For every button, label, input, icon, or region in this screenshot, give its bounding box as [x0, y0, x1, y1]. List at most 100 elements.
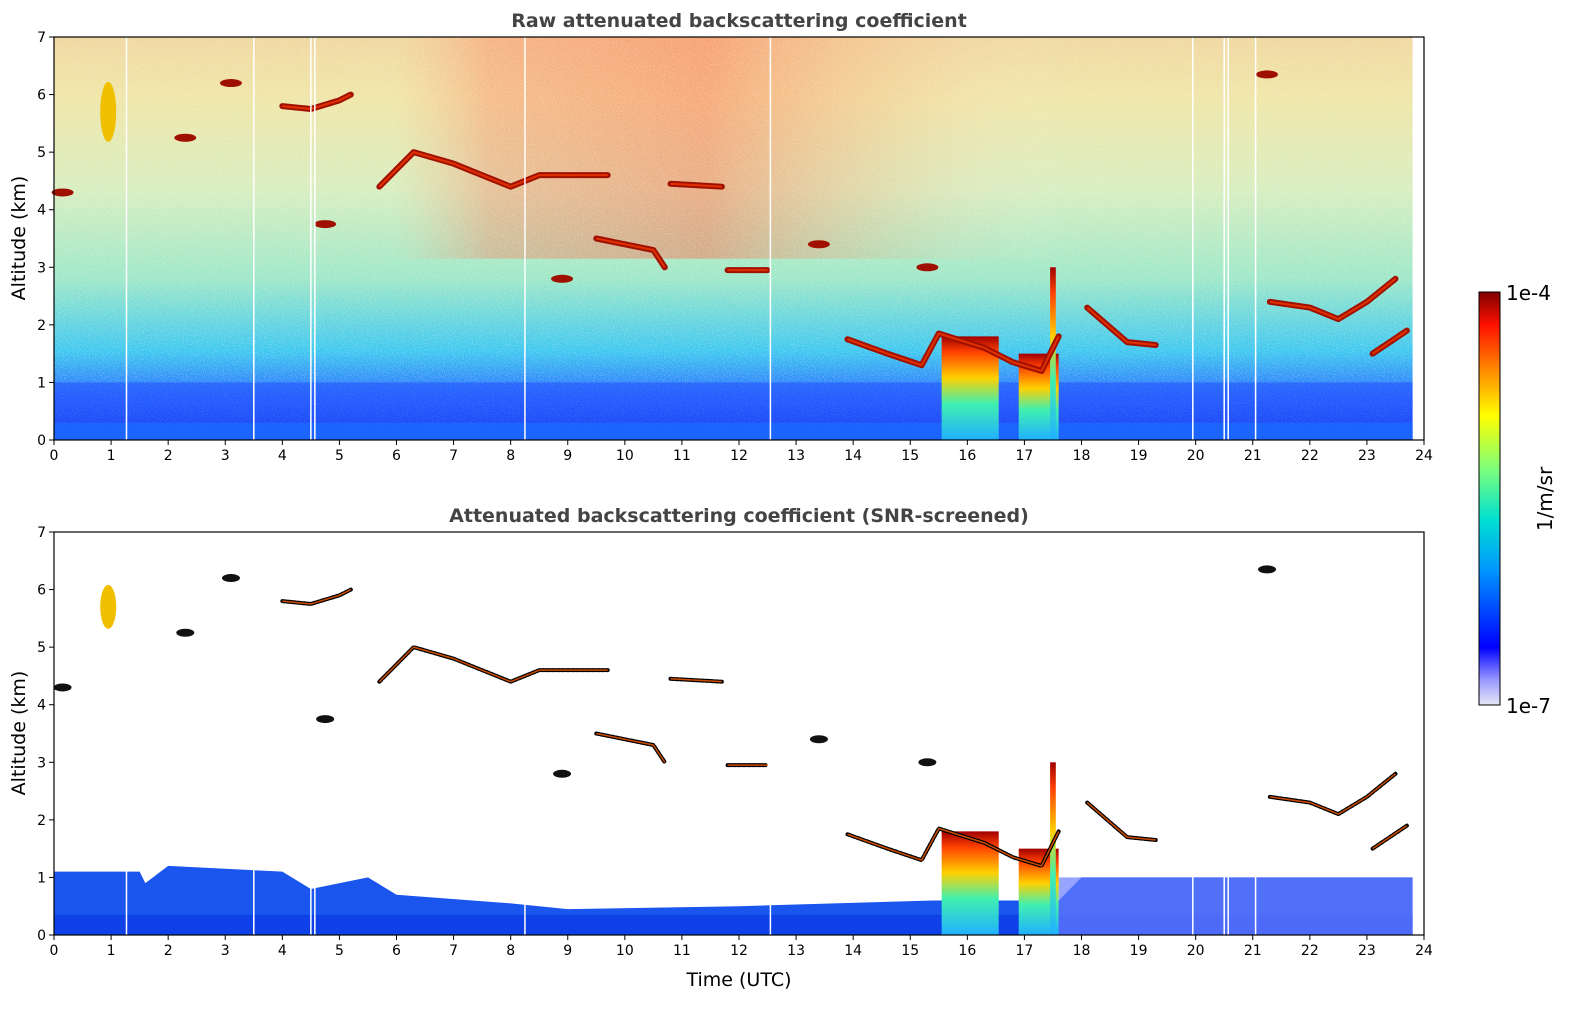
- raw-x-tick-label: 7: [449, 448, 458, 464]
- snr-y-tick-label: 5: [37, 640, 46, 656]
- snr-x-tick-label: 13: [787, 943, 805, 959]
- snr-aerosol-layer-edge: [670, 678, 722, 683]
- raw-x-axis: 0 1 2 3 4 5 6 7 8 9 10 11 12 13 14 15 16 17 18 19 20 21 22 23 24: [50, 440, 1433, 464]
- snr-y-tick-label: 1: [37, 870, 46, 886]
- snr-faint-late-layer: [1058, 877, 1413, 935]
- raw-x-tick-label: 11: [673, 448, 691, 464]
- snr-y-tick-label: 6: [37, 583, 46, 599]
- raw-aerosol-patch: [314, 220, 337, 229]
- raw-x-tick-label: 13: [787, 448, 805, 464]
- raw-x-tick-label: 20: [1187, 448, 1205, 464]
- raw-x-tick-label: 19: [1130, 448, 1148, 464]
- raw-x-tick-label: 21: [1244, 448, 1262, 464]
- raw-aerosol-patch: [807, 240, 830, 249]
- snr-aerosol-patch: [100, 584, 117, 629]
- raw-aerosol-layer-core: [596, 237, 666, 268]
- snr-x-axis: 0 1 2 3 4 5 6 7 8 9 10 11 12 13 14 15 16 17 18 19 20 21 22 23 24: [50, 935, 1433, 959]
- snr-aerosol-layer-edge: [847, 827, 1060, 867]
- raw-x-tick-label: 22: [1301, 448, 1319, 464]
- raw-x-tick-label: 4: [278, 448, 287, 464]
- raw-x-tick-label: 1: [107, 448, 116, 464]
- raw-x-tick-label: 16: [958, 448, 976, 464]
- snr-aerosol-patch: [221, 574, 240, 583]
- raw-surface-layer-base: [54, 422, 1413, 440]
- raw-aerosol-patch: [174, 133, 197, 142]
- raw-x-tick-label: 6: [392, 448, 401, 464]
- snr-aerosol-layer: [1085, 800, 1158, 843]
- snr-x-tick-label: 0: [50, 943, 59, 959]
- snr-x-tick-label: 3: [221, 943, 230, 959]
- raw-x-tick-label: 0: [50, 448, 59, 464]
- snr-x-tick-label: 21: [1244, 943, 1262, 959]
- snr-plot-area: [53, 565, 1413, 935]
- raw-x-tick-label: 2: [164, 448, 173, 464]
- raw-x-tick-label: 8: [506, 448, 515, 464]
- raw-y-tick-label: 6: [37, 88, 46, 104]
- raw-chart-title: Raw attenuated backscattering coefficien…: [511, 10, 967, 32]
- raw-y-axis-label: Altitude (km): [8, 176, 30, 301]
- snr-x-tick-label: 10: [616, 943, 634, 959]
- raw-aerosol-layer-core: [1269, 278, 1397, 321]
- snr-x-tick-label: 7: [449, 943, 458, 959]
- raw-aerosol-layer-core: [282, 93, 352, 110]
- raw-aerosol-patch: [1256, 70, 1279, 79]
- raw-aerosol-patch: [219, 79, 242, 88]
- snr-x-tick-label: 6: [392, 943, 401, 959]
- raw-x-tick-label: 12: [730, 448, 748, 464]
- snr-x-tick-label: 18: [1073, 943, 1091, 959]
- snr-x-tick-label: 23: [1358, 943, 1376, 959]
- snr-x-tick-label: 11: [673, 943, 691, 959]
- colorbar: 1e-4 1e-7 1/m/sr: [1478, 281, 1557, 718]
- snr-panel: Attenuated backscattering coefficient (S…: [8, 505, 1433, 991]
- raw-y-tick-label: 4: [37, 203, 46, 219]
- snr-y-tick-label: 7: [37, 525, 46, 541]
- snr-aerosol-patch: [53, 683, 72, 692]
- raw-aerosol-patch: [551, 274, 574, 283]
- raw-aerosol-layer-core: [847, 332, 1060, 372]
- raw-aerosol-layer-core: [378, 151, 608, 188]
- snr-x-tick-label: 20: [1187, 943, 1205, 959]
- raw-y-tick-label: 0: [37, 433, 46, 449]
- snr-aerosol-layer-edge: [282, 588, 352, 605]
- snr-x-tick-label: 2: [164, 943, 173, 959]
- raw-x-tick-label: 18: [1073, 448, 1091, 464]
- snr-y-tick-label: 3: [37, 755, 46, 771]
- raw-x-tick-label: 3: [221, 448, 230, 464]
- snr-cloud-column: [1050, 762, 1056, 935]
- raw-aerosol-patch: [100, 81, 117, 142]
- snr-x-tick-label: 15: [901, 943, 919, 959]
- snr-x-tick-label: 9: [563, 943, 572, 959]
- colorbar-units-label: 1/m/sr: [1533, 466, 1557, 531]
- snr-y-axis: 0 1 2 3 4 5 6 7: [37, 525, 54, 944]
- raw-x-tick-label: 10: [616, 448, 634, 464]
- snr-aerosol-layer-edge: [378, 646, 608, 683]
- snr-x-tick-label: 16: [958, 943, 976, 959]
- raw-aerosol-layer-core: [1086, 306, 1156, 347]
- snr-x-tick-label: 12: [730, 943, 748, 959]
- raw-speckle-noise: [54, 37, 1413, 440]
- snr-aerosol-patch: [1258, 565, 1277, 574]
- snr-y-tick-label: 0: [37, 928, 46, 944]
- snr-aerosol-patch: [553, 769, 572, 778]
- raw-aerosol-patch: [916, 263, 939, 272]
- snr-x-tick-label: 17: [1016, 943, 1034, 959]
- raw-x-tick-label: 23: [1358, 448, 1376, 464]
- raw-panel: Raw attenuated backscattering coefficien…: [8, 10, 1433, 464]
- snr-aerosol-layer-edge: [1269, 773, 1396, 815]
- raw-x-tick-label: 5: [335, 448, 344, 464]
- raw-plot-area: [51, 37, 1413, 440]
- snr-aerosol-patch: [918, 758, 937, 767]
- snr-x-tick-label: 8: [506, 943, 515, 959]
- colorbar-gradient: [1478, 291, 1501, 706]
- snr-x-tick-label: 24: [1415, 943, 1433, 959]
- snr-cloud-column: [941, 831, 999, 935]
- snr-aerosol-layer-edge: [1086, 802, 1156, 841]
- snr-aerosol-patch: [176, 628, 195, 637]
- snr-aerosol-patch: [809, 735, 828, 744]
- snr-x-tick-label: 5: [335, 943, 344, 959]
- raw-y-tick-label: 2: [37, 318, 46, 334]
- snr-x-axis-label: Time (UTC): [685, 969, 791, 991]
- snr-x-tick-label: 1: [107, 943, 116, 959]
- raw-y-tick-label: 1: [37, 375, 46, 391]
